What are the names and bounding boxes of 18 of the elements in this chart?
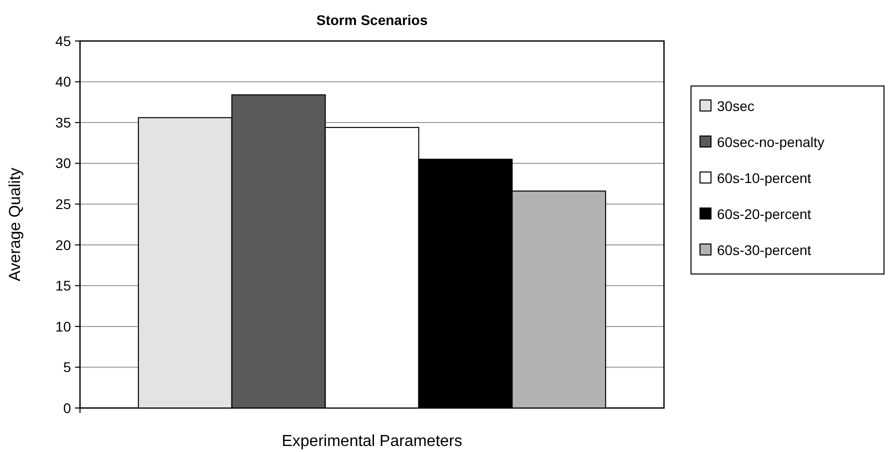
y-tick-label: 20 — [55, 236, 72, 253]
y-tick-label: 10 — [55, 318, 72, 334]
y-tick-label: 15 — [55, 278, 72, 294]
y-tick-label: 5 — [63, 359, 72, 376]
y-tick-label: 30 — [55, 155, 72, 172]
y-tick-label: 25 — [55, 196, 72, 212]
y-axis-title: Average Quality — [7, 168, 24, 282]
chart-title: Storm Scenarios — [316, 12, 428, 28]
x-axis-title: Experimental Parameters — [282, 433, 462, 450]
legend-label: 60s-30-percent — [717, 242, 812, 258]
y-tick-label: 40 — [55, 74, 72, 90]
y-tick-label: 0 — [63, 400, 72, 416]
legend-label: 60s-10-percent — [717, 170, 812, 186]
legend-label: 60sec-no-penalty — [717, 134, 824, 150]
y-tick-label: 45 — [55, 32, 72, 49]
legend-label: 60s-20-percent — [717, 206, 812, 222]
y-tick-label: 35 — [55, 114, 72, 130]
legend-label: 30sec — [717, 98, 754, 114]
